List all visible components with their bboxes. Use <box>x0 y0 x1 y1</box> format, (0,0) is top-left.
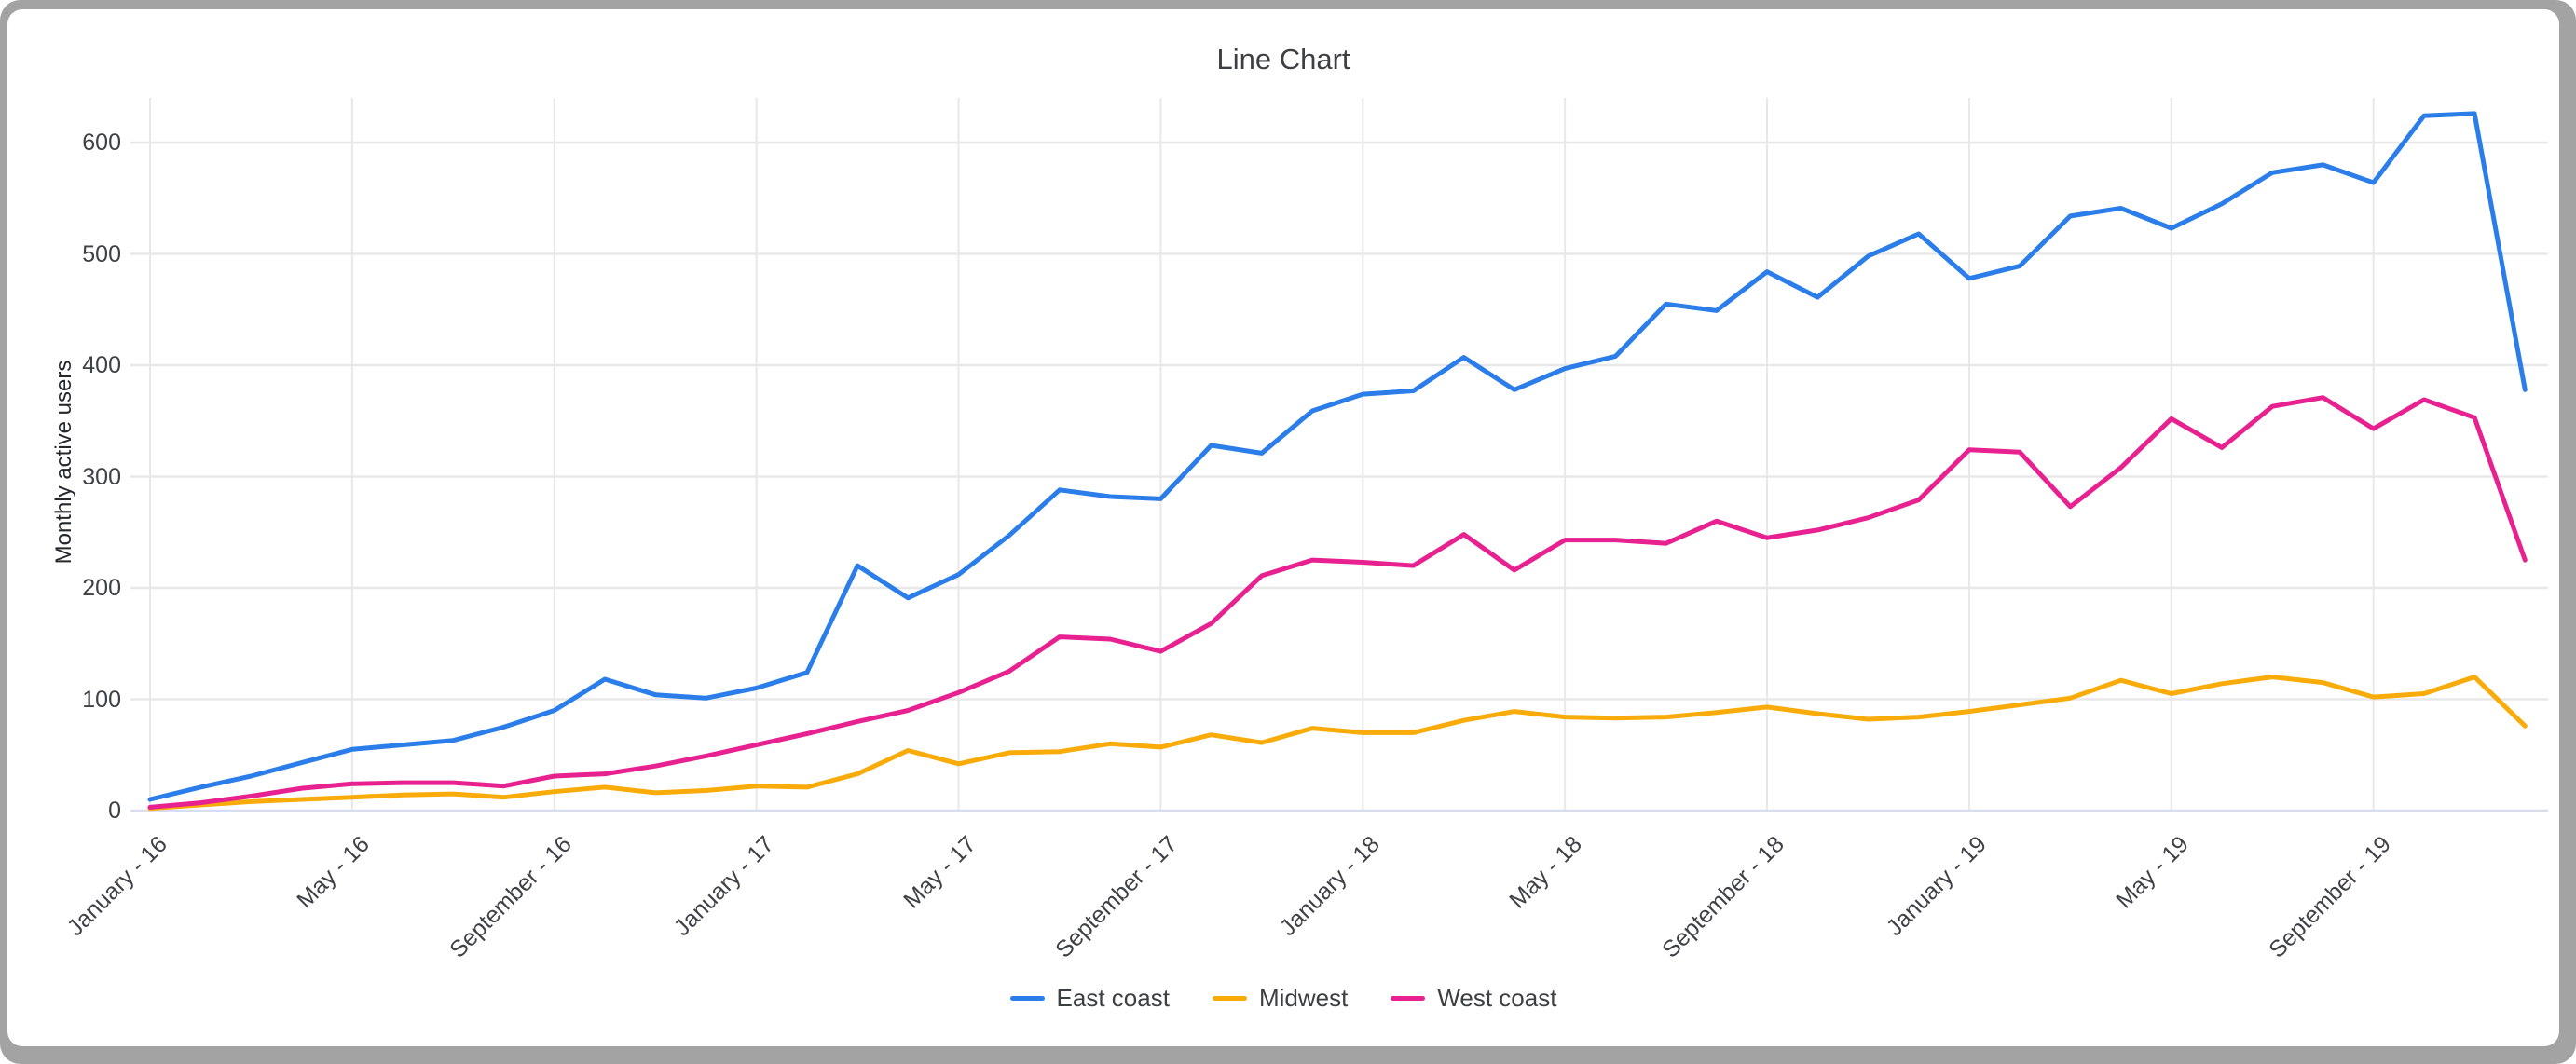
y-tick-label: 300 <box>82 463 121 490</box>
legend-swatch-icon <box>1391 996 1426 1001</box>
chart-legend: East coast Midwest West coast <box>7 984 2559 1013</box>
legend-swatch-icon <box>1212 996 1247 1001</box>
chart-title: Line Chart <box>1216 43 1350 75</box>
legend-item-midwest: Midwest <box>1212 984 1349 1013</box>
legend-item-east-coast: East coast <box>1009 984 1170 1013</box>
series-line-west-coast <box>147 395 2528 810</box>
legend-item-west-coast: West coast <box>1391 984 1556 1013</box>
y-tick-label: 200 <box>82 575 121 601</box>
legend-label: Midwest <box>1258 984 1349 1012</box>
y-tick-label: 600 <box>82 130 121 156</box>
y-tick-label: 400 <box>82 352 121 378</box>
legend-label: East coast <box>1056 984 1170 1012</box>
chart-card: Line Chart Monthly active users 0 100 200 3… <box>7 9 2559 1046</box>
y-tick-label: 0 <box>108 798 121 824</box>
y-tick-label: 100 <box>82 686 121 713</box>
legend-swatch-icon <box>1009 996 1045 1001</box>
chart-canvas <box>130 98 2548 812</box>
series-line-midwest <box>147 675 2528 812</box>
legend-label: West coast <box>1437 984 1557 1012</box>
y-tick-label: 500 <box>82 240 121 267</box>
series-line-east-coast <box>147 111 2528 802</box>
